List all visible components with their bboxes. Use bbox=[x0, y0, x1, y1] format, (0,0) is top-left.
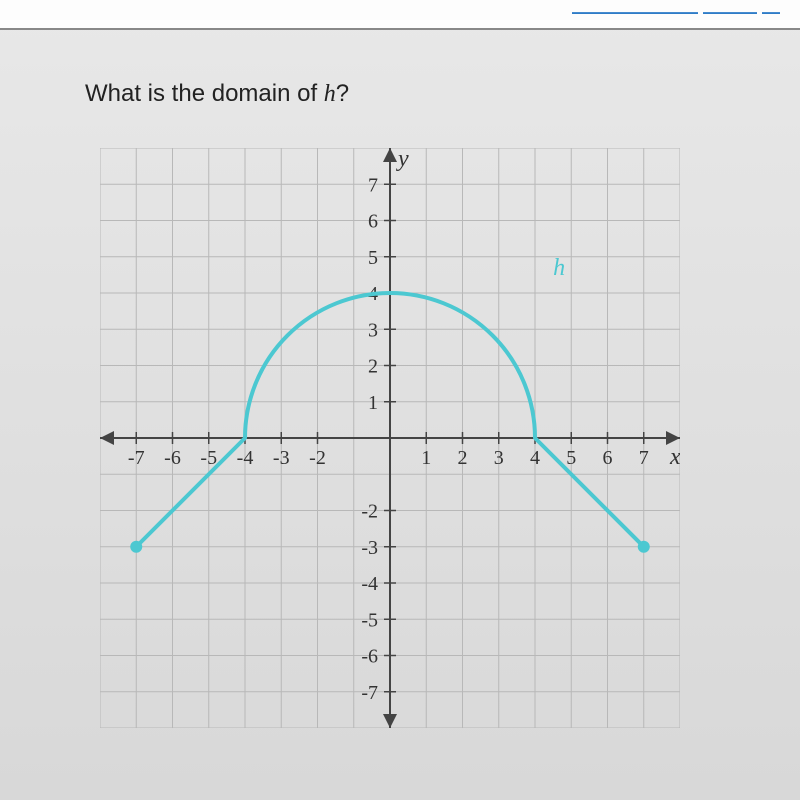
svg-text:5: 5 bbox=[368, 247, 378, 269]
svg-text:y: y bbox=[396, 148, 409, 172]
svg-text:-6: -6 bbox=[361, 646, 378, 668]
question-text: What is the domain of h? bbox=[85, 80, 740, 108]
svg-text:-7: -7 bbox=[128, 447, 145, 469]
svg-text:6: 6 bbox=[603, 447, 613, 469]
svg-text:6: 6 bbox=[368, 211, 378, 233]
svg-text:-2: -2 bbox=[361, 501, 378, 523]
graph-container: -7-6-5-4-3-212345671234567-2-3-4-5-6-7xy… bbox=[100, 148, 680, 728]
svg-text:x: x bbox=[669, 444, 680, 470]
content-area: What is the domain of h? -7 -6 -5 -4 -3 -2 1 2 3… bbox=[0, 30, 800, 748]
svg-text:7: 7 bbox=[639, 447, 649, 469]
top-header-bar: ——————— ——— — bbox=[0, 0, 800, 30]
svg-text:1: 1 bbox=[368, 392, 378, 414]
svg-text:3: 3 bbox=[494, 447, 504, 469]
svg-text:3: 3 bbox=[368, 319, 378, 341]
svg-text:-4: -4 bbox=[237, 447, 254, 469]
svg-text:-3: -3 bbox=[273, 447, 290, 469]
svg-text:4: 4 bbox=[530, 447, 540, 469]
svg-text:2: 2 bbox=[368, 356, 378, 378]
svg-text:-7: -7 bbox=[361, 682, 378, 704]
svg-text:-4: -4 bbox=[361, 573, 378, 595]
svg-text:-5: -5 bbox=[361, 609, 378, 631]
svg-text:2: 2 bbox=[458, 447, 468, 469]
svg-text:-6: -6 bbox=[164, 447, 181, 469]
svg-text:7: 7 bbox=[368, 174, 378, 196]
svg-text:-3: -3 bbox=[361, 537, 378, 559]
header-partial-text: ——————— ——— — bbox=[572, 2, 780, 23]
svg-text:5: 5 bbox=[566, 447, 576, 469]
svg-text:h: h bbox=[553, 255, 565, 281]
svg-text:1: 1 bbox=[421, 447, 431, 469]
question-suffix: ? bbox=[336, 80, 349, 107]
svg-text:-2: -2 bbox=[309, 447, 326, 469]
coordinate-graph: -7-6-5-4-3-212345671234567-2-3-4-5-6-7xy… bbox=[100, 148, 680, 728]
question-function-name: h bbox=[324, 81, 336, 107]
question-prefix: What is the domain of bbox=[85, 80, 324, 107]
